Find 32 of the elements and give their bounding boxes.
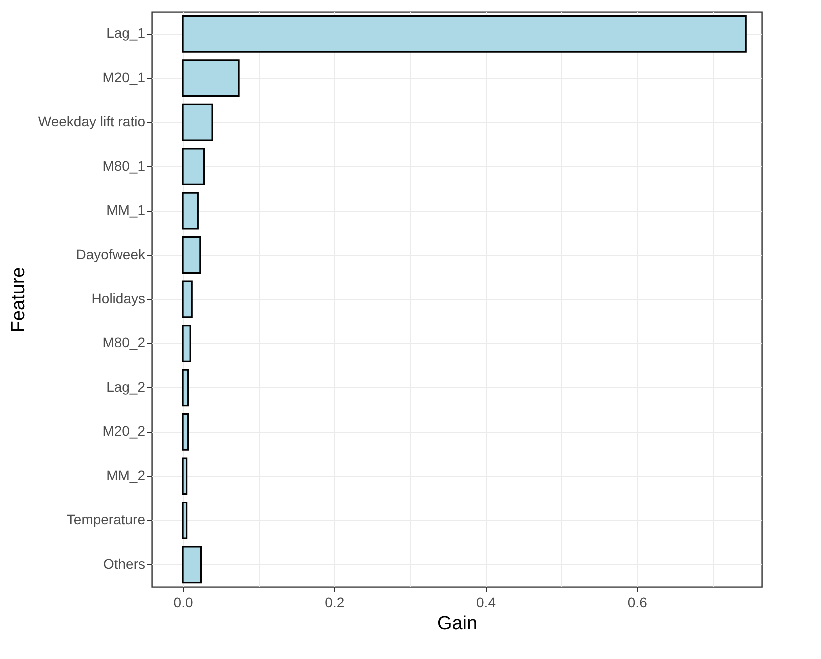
y-tick-label: MM_2 xyxy=(106,467,146,484)
x-tick-label: 0.0 xyxy=(174,594,194,610)
y-tick-label: M80_2 xyxy=(102,334,146,351)
bar xyxy=(182,546,202,584)
y-tick-label: M20_2 xyxy=(102,423,146,440)
x-tick-label: 0.6 xyxy=(628,594,648,610)
y-tick-label: Lag_2 xyxy=(106,378,146,395)
bar xyxy=(182,369,190,407)
bar xyxy=(182,60,240,98)
y-tick-label: MM_1 xyxy=(106,202,146,218)
y-tick-label: Others xyxy=(103,556,146,572)
bar xyxy=(182,15,747,53)
bar xyxy=(182,502,188,540)
bar xyxy=(182,458,188,496)
y-tick-label: Temperature xyxy=(66,512,146,528)
y-tick-label: Holidays xyxy=(92,290,146,306)
y-tick-label: Dayofweek xyxy=(76,246,146,262)
bar xyxy=(182,236,202,274)
bar xyxy=(182,280,193,318)
bar xyxy=(182,325,192,362)
y-tick-label: M80_1 xyxy=(102,158,146,174)
bar xyxy=(182,104,214,142)
bar xyxy=(182,413,190,451)
y-axis-title: Feature xyxy=(8,267,30,333)
y-tick-label: M20_1 xyxy=(102,69,146,86)
bar xyxy=(182,192,199,230)
y-tick-label: Weekday lift ratio xyxy=(38,114,146,130)
x-axis-title: Gain xyxy=(437,614,478,634)
x-tick-label: 0.2 xyxy=(325,594,345,610)
bar xyxy=(182,148,206,186)
y-tick-label: Lag_1 xyxy=(106,25,146,42)
x-tick-label: 0.4 xyxy=(476,594,496,610)
